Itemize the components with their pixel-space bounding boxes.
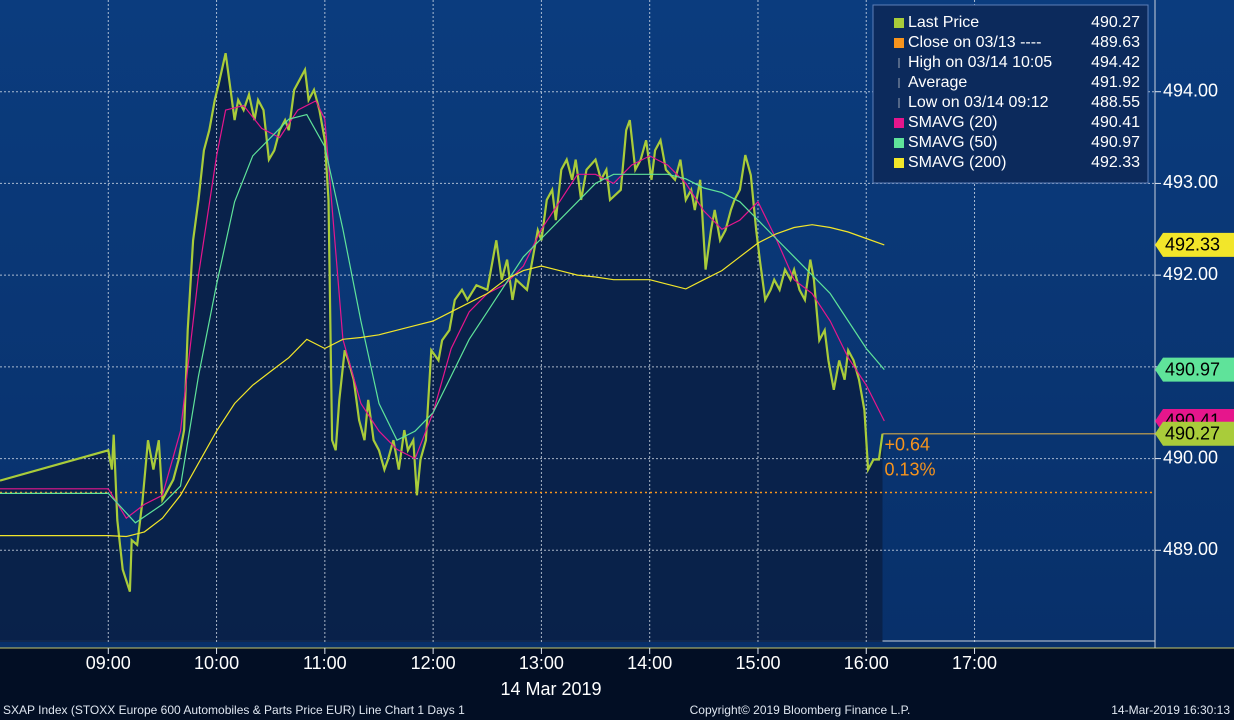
x-tick-label: 13:00: [519, 653, 564, 673]
legend-value: 491.92: [1091, 74, 1140, 91]
legend-value: 490.97: [1091, 134, 1140, 151]
legend-value: 492.33: [1091, 154, 1140, 171]
legend-label: SMAVG (20): [908, 114, 998, 131]
value-tag-label: 490.27: [1165, 424, 1220, 444]
x-tick-label: 14:00: [627, 653, 672, 673]
legend-value: 490.27: [1091, 14, 1140, 31]
change-pct-label: 0.13%: [884, 460, 935, 480]
legend-label: Close on 03/13 ----: [908, 34, 1041, 51]
date-label: 14 Mar 2019: [500, 679, 601, 699]
axis-strip: [0, 648, 1234, 720]
y-tick-label: 492.00: [1163, 264, 1218, 284]
y-tick-label: 489.00: [1163, 539, 1218, 559]
legend-box: [872, 4, 1149, 184]
value-tag-label: 490.97: [1165, 359, 1220, 379]
x-tick-label: 09:00: [86, 653, 131, 673]
value-tag: [1155, 232, 1234, 257]
x-tick-label: 16:00: [844, 653, 889, 673]
value-tag: [1155, 421, 1234, 446]
legend-label: SMAVG (50): [908, 134, 998, 151]
x-tick-label: 10:00: [194, 653, 239, 673]
legend-swatch: [894, 138, 904, 148]
value-tag: [1155, 357, 1234, 382]
legend-label: Average: [908, 74, 967, 91]
footer-center: Copyright© 2019 Bloomberg Finance L.P.: [690, 703, 911, 717]
change-label: +0.64: [884, 435, 930, 455]
x-tick-label: 11:00: [303, 653, 347, 673]
legend-label: High on 03/14 10:05: [908, 54, 1052, 71]
lines-layer: +0.64 0.13%: [0, 52, 1155, 592]
legend: Last Price 490.27 Close on 03/13 ---- 489.6…: [872, 4, 1149, 184]
legend-label: SMAVG (200): [908, 154, 1006, 171]
legend-value: 494.42: [1091, 54, 1140, 71]
footer-left: SXAP Index (STOXX Europe 600 Automobiles…: [3, 703, 465, 717]
legend-value: 488.55: [1091, 94, 1140, 111]
y-tick-label: 493.00: [1163, 172, 1218, 192]
sma-line: [0, 224, 885, 538]
legend-swatch: [894, 38, 904, 48]
y-tick-label: 490.00: [1163, 447, 1218, 467]
y-tick-label: 494.00: [1163, 80, 1218, 100]
x-tick-label: 17:00: [952, 653, 997, 673]
footer-right: 14-Mar-2019 16:30:13: [1111, 703, 1230, 717]
legend-value: 490.41: [1091, 114, 1140, 131]
legend-swatch: [894, 118, 904, 128]
x-tick-label: 12:00: [411, 653, 456, 673]
legend-value: 489.63: [1091, 34, 1140, 51]
price-line: [0, 52, 884, 592]
sma-line: [0, 113, 885, 524]
legend-label: Last Price: [908, 14, 979, 31]
value-tag-label: 492.33: [1165, 235, 1220, 255]
x-tick-label: 15:00: [735, 653, 780, 673]
legend-swatch: [894, 158, 904, 168]
sma-line: [0, 100, 885, 520]
legend-label: Low on 03/14 09:12: [908, 94, 1049, 111]
legend-swatch: [894, 18, 904, 28]
